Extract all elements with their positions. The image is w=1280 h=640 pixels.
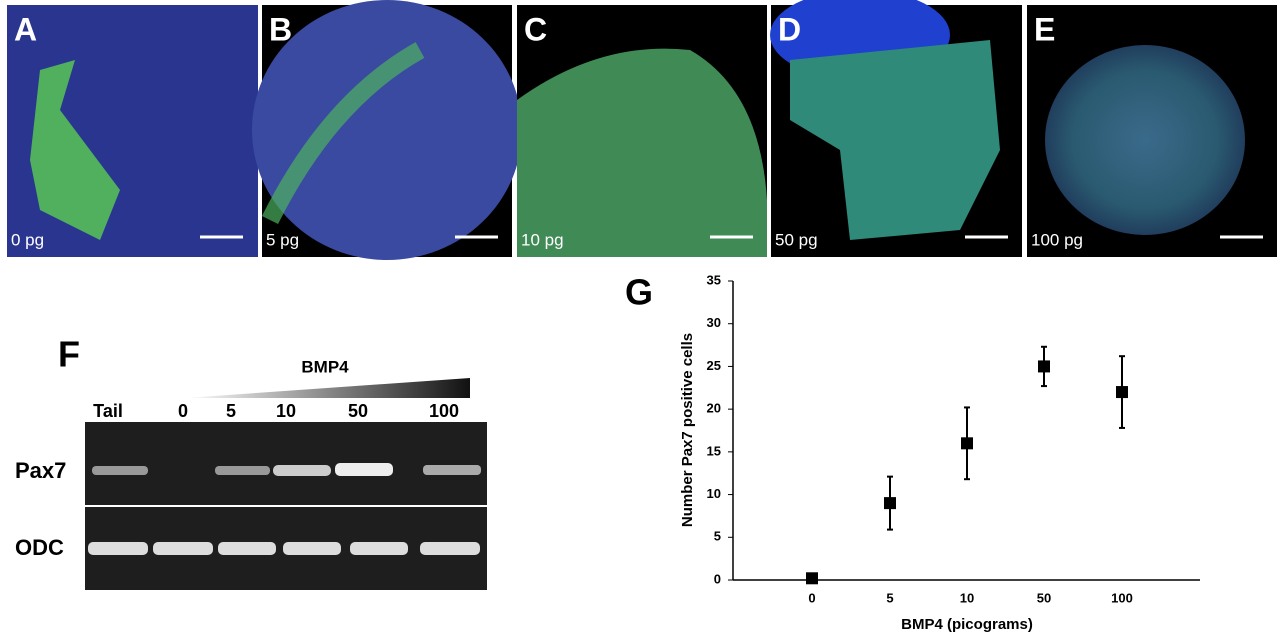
chart: G BMP4 (picograms) Number Pax7 positive … [625, 272, 1200, 633]
row-label: Pax7 [15, 458, 66, 483]
y-tick-label: 15 [707, 443, 721, 458]
gradient-wedge [185, 378, 470, 398]
tissue [1045, 45, 1245, 235]
band [92, 466, 148, 475]
band [215, 466, 270, 475]
y-tick-label: 25 [707, 358, 721, 373]
panel-letter: B [269, 11, 292, 47]
tissue [517, 48, 767, 257]
panel-letter: D [778, 11, 801, 47]
lane-label: Tail [93, 401, 123, 421]
y-axis-label: Number Pax7 positive cells [679, 333, 696, 527]
tissue [261, 42, 425, 225]
marker [884, 497, 896, 510]
tissue [252, 0, 522, 260]
lane-label: 100 [429, 401, 459, 421]
y-tick-label: 35 [707, 272, 721, 287]
y-tick-label: 0 [714, 571, 721, 586]
tissue [30, 60, 120, 240]
x-axis-label: BMP4 (picograms) [901, 616, 1033, 633]
band [423, 465, 481, 475]
marker [806, 572, 818, 585]
x-tick-label: 5 [886, 590, 893, 605]
band [273, 465, 331, 476]
lane-label: 0 [178, 401, 188, 421]
dose-label: 100 pg [1031, 230, 1083, 249]
panel-letter: G [625, 272, 653, 313]
band [283, 542, 341, 555]
y-tick-label: 30 [707, 315, 721, 330]
band [88, 542, 148, 555]
y-tick-label: 20 [707, 401, 721, 416]
x-tick-label: 100 [1111, 590, 1133, 605]
gel-title: BMP4 [301, 357, 349, 376]
band [420, 542, 480, 555]
dose-label: 0 pg [11, 230, 44, 249]
gel-row [85, 422, 487, 505]
x-tick-label: 0 [808, 590, 815, 605]
band [335, 463, 393, 476]
dose-label: 10 pg [521, 230, 564, 249]
lane-label: 10 [276, 401, 296, 421]
marker [961, 437, 973, 450]
marker [1116, 386, 1128, 399]
panel-letter: C [524, 11, 547, 47]
panel-letter: A [14, 11, 37, 47]
micrographs [7, 0, 1277, 260]
band [350, 542, 408, 555]
bands [88, 463, 481, 555]
row-label: ODC [15, 535, 64, 560]
x-tick-label: 50 [1037, 590, 1051, 605]
band [153, 542, 213, 555]
panel-letter: E [1034, 11, 1055, 47]
lane-label: 50 [348, 401, 368, 421]
tissue [790, 40, 1000, 240]
y-tick-label: 5 [714, 529, 721, 544]
band [218, 542, 276, 555]
y-tick-label: 10 [707, 486, 721, 501]
lane-label: 5 [226, 401, 236, 421]
marker [1038, 360, 1050, 373]
x-tick-label: 10 [960, 590, 974, 605]
dose-label: 50 pg [775, 230, 818, 249]
dose-label: 5 pg [266, 230, 299, 249]
panel-letter: F [58, 334, 80, 375]
